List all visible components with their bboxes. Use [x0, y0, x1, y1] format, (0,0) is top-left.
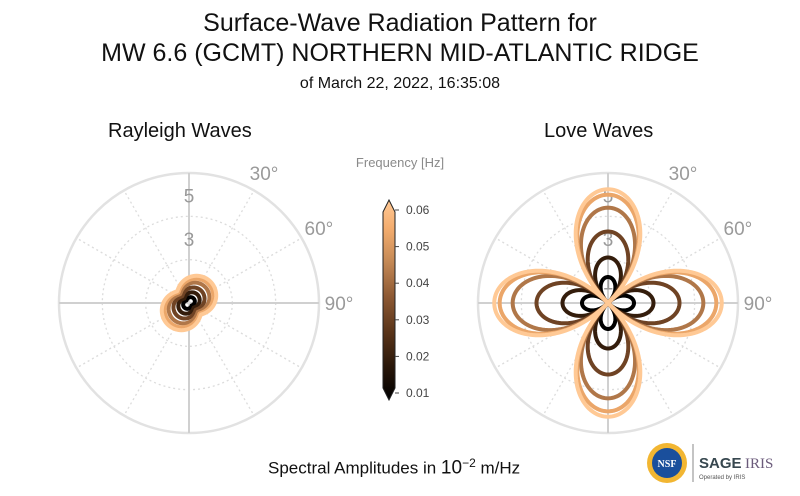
angle-tick-label: 90° [744, 294, 773, 315]
amplitude-unit-suffix: m/Hz [475, 458, 521, 478]
radial-tick-label: 5 [184, 187, 195, 208]
colorbar-label: Frequency [Hz] [356, 155, 444, 170]
svg-text:IRIS: IRIS [745, 456, 773, 472]
pattern-curve [492, 187, 724, 419]
amplitude-unit-label: Spectral Amplitudes in 10−2 m/Hz [268, 456, 520, 480]
chart-subtitle: of March 22, 2022, 16:35:08 [299, 75, 501, 92]
rayleigh-title: Rayleigh Waves [108, 120, 252, 142]
amplitude-unit-base: 10 [440, 457, 463, 479]
logos: NSF SAGE IRIS Operated by IRIS [647, 443, 773, 483]
pattern-curve [560, 255, 656, 351]
chart-title-line2: MW 6.6 (GCMT) NORTHERN MID-ATLANTIC RIDG… [101, 39, 699, 67]
colorbar-tick-label: 0.05 [406, 240, 430, 254]
colorbar-tick-label: 0.02 [406, 349, 430, 363]
angle-tick-label: 30° [250, 164, 279, 185]
radial-tick-label: 1 [603, 273, 614, 294]
nsf-logo-icon: NSF [647, 443, 687, 483]
frequency-colorbar: Frequency [Hz] 0.06 0.05 0.04 0.03 0.02 0.01 [356, 155, 444, 402]
svg-text:Operated by IRIS: Operated by IRIS [699, 475, 745, 481]
svg-text:SAGE: SAGE [699, 455, 742, 472]
polar-grid-spoke [188, 190, 255, 304]
pattern-curve [181, 295, 197, 311]
pattern-curve [166, 280, 212, 326]
love-title: Love Waves [544, 120, 654, 142]
angle-tick-label: 90° [325, 294, 354, 315]
colorbar-tick-label: 0.03 [406, 313, 430, 327]
radial-tick-label: 5 [603, 187, 614, 208]
angle-tick-label: 30° [669, 164, 698, 185]
radial-tick-label: 3 [603, 230, 614, 251]
angle-tick-label: 60° [724, 219, 753, 240]
chart-title-line1: Surface-Wave Radiation Pattern for [203, 9, 597, 37]
colorbar-gradient [382, 198, 396, 402]
pattern-curve [171, 285, 207, 321]
colorbar-tick-label: 0.04 [406, 276, 430, 290]
love-polar-plot: 1 3 5 30° 60° 90° [476, 164, 773, 435]
colorbar-tick-label: 0.01 [406, 386, 430, 400]
sage-iris-logo-icon: SAGE IRIS Operated by IRIS [699, 455, 773, 481]
pattern-curve [159, 273, 219, 333]
amplitude-unit-exp: −2 [462, 456, 476, 470]
angle-tick-label: 60° [305, 219, 334, 240]
svg-text:NSF: NSF [658, 459, 677, 470]
pattern-curve [534, 229, 682, 377]
pattern-curve [176, 290, 202, 316]
polar-grid-spoke [76, 302, 190, 369]
polar-grid-spoke [188, 237, 302, 304]
polar-grid-spoke [123, 302, 190, 416]
radial-tick-label: 3 [184, 230, 195, 251]
colorbar-tick-label: 0.06 [406, 203, 430, 217]
amplitude-label-prefix: Spectral Amplitudes in [268, 458, 441, 478]
pattern-curve [162, 276, 216, 330]
